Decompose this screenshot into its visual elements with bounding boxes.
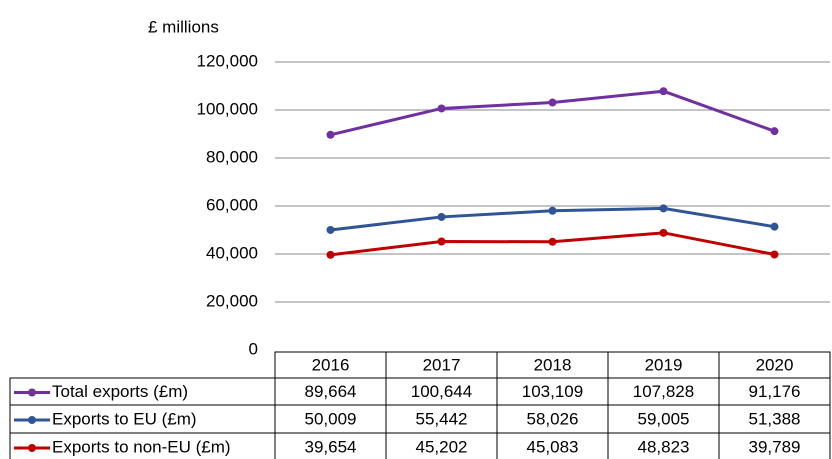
table-value: 58,026 bbox=[527, 409, 579, 428]
point bbox=[548, 237, 557, 246]
x-tick-label: 2020 bbox=[756, 355, 794, 374]
table-value: 48,823 bbox=[638, 437, 690, 456]
point bbox=[548, 206, 557, 215]
table-value: 91,176 bbox=[749, 382, 801, 401]
point bbox=[770, 222, 779, 231]
point bbox=[437, 212, 446, 221]
x-tick-label: 2018 bbox=[534, 355, 572, 374]
y-tick-label: 20,000 bbox=[206, 291, 258, 310]
legend-label: Total exports (£m) bbox=[52, 382, 188, 401]
table-value: 45,083 bbox=[527, 437, 579, 456]
table-value: 107,828 bbox=[633, 382, 694, 401]
series-line bbox=[330, 89, 776, 137]
y-tick-label: 40,000 bbox=[206, 243, 258, 262]
legend-label: Exports to non-EU (£m) bbox=[52, 437, 231, 456]
y-tick-label: 60,000 bbox=[206, 195, 258, 214]
point bbox=[326, 250, 335, 259]
table-value: 103,109 bbox=[522, 382, 583, 401]
point bbox=[659, 87, 668, 96]
y-axis-unit: £ millions bbox=[148, 17, 219, 36]
point bbox=[659, 228, 668, 237]
table-value: 45,202 bbox=[416, 437, 468, 456]
legend-marker bbox=[28, 444, 36, 452]
table-value: 55,442 bbox=[416, 409, 468, 428]
point bbox=[326, 130, 335, 139]
point bbox=[326, 225, 335, 234]
point bbox=[770, 127, 779, 136]
x-tick-label: 2016 bbox=[312, 355, 350, 374]
table-cell bbox=[718, 432, 831, 459]
y-tick-label: 0 bbox=[249, 339, 258, 358]
legend-label: Exports to EU (£m) bbox=[52, 409, 197, 428]
y-tick-label: 100,000 bbox=[197, 99, 258, 118]
x-tick-label: 2017 bbox=[423, 355, 461, 374]
point bbox=[770, 250, 779, 259]
table-value: 39,789 bbox=[749, 437, 801, 456]
table-value: 100,644 bbox=[411, 382, 472, 401]
point bbox=[437, 104, 446, 113]
point bbox=[548, 98, 557, 107]
table-value: 51,388 bbox=[749, 409, 801, 428]
legend-marker bbox=[28, 388, 36, 397]
x-tick-label: 2019 bbox=[645, 355, 683, 374]
table-value: 50,009 bbox=[305, 409, 357, 428]
table-value: 89,664 bbox=[305, 382, 357, 401]
y-tick-label: 120,000 bbox=[197, 51, 258, 70]
table-value: 59,005 bbox=[638, 409, 690, 428]
point bbox=[437, 237, 446, 246]
point bbox=[659, 204, 668, 213]
table-value: 39,654 bbox=[305, 437, 357, 456]
legend-marker bbox=[28, 416, 36, 424]
y-tick-label: 80,000 bbox=[206, 147, 258, 166]
